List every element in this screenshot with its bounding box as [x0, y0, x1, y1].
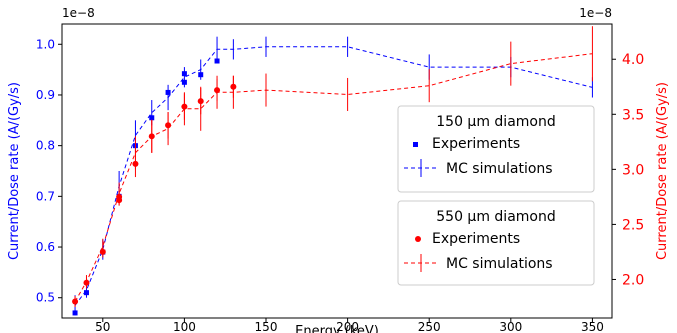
legend-experiments-marker [415, 236, 421, 242]
x-tick-label: 100 [173, 320, 196, 333]
x-axis-label: Energy (keV) [295, 324, 379, 333]
plot-frame [61, 23, 613, 319]
left-tick-label: 1.0 [36, 37, 55, 51]
left-tick-label: 0.7 [36, 189, 55, 203]
legend-title: 150 µm diamond [436, 114, 556, 130]
legend-550: 550 µm diamond Experiments MC simulations [397, 200, 595, 286]
plot-series [72, 26, 593, 316]
legend-experiments-marker [413, 142, 418, 147]
left-offset-text: 1e−8 [62, 6, 95, 20]
legend-mc-label: MC simulations [446, 161, 553, 177]
series-left-square [72, 58, 220, 316]
axes: 50 100 150 200 250 300 350 Energy (keV) 0.5 0.6 0.… [7, 6, 670, 333]
x-tick-label: 150 [255, 320, 278, 333]
legend-mc-label: MC simulations [446, 256, 553, 272]
legend-title: 550 µm diamond [436, 209, 556, 225]
x-tick-label: 300 [499, 320, 522, 333]
left-axis-label: Current/Dose rate (A/(Gy/s) [7, 82, 22, 260]
right-tick-label: 3.5 [622, 107, 644, 123]
legend-150: 150 µm diamond Experiments MC simulations [397, 105, 595, 193]
right-tick-label: 2.5 [622, 217, 644, 233]
left-tick-label: 0.6 [36, 240, 55, 254]
x-tick-label: 200 [336, 320, 359, 333]
x-tick-label: 250 [418, 320, 441, 333]
right-tick-label: 4.0 [622, 52, 644, 68]
right-tick-label: 2.0 [622, 272, 644, 288]
left-tick-label: 0.9 [36, 88, 55, 102]
right-offset-text: 1e−8 [579, 6, 612, 20]
x-tick-label: 350 [581, 320, 604, 333]
mc-dashed-line [74, 46, 593, 306]
left-tick-label: 0.8 [36, 139, 55, 153]
left-tick-label: 0.5 [36, 291, 55, 305]
right-axis-label: Current/Dose rate (A/(Gy/s) [655, 82, 670, 260]
right-tick-label: 3.0 [622, 162, 644, 178]
series-right-errorline [74, 26, 593, 307]
legend-frame [397, 105, 595, 193]
legend-frame [397, 200, 595, 286]
x-tick-label: 50 [95, 320, 110, 333]
legend-experiments-label: Experiments [432, 231, 520, 247]
legend-experiments-label: Experiments [432, 136, 520, 152]
